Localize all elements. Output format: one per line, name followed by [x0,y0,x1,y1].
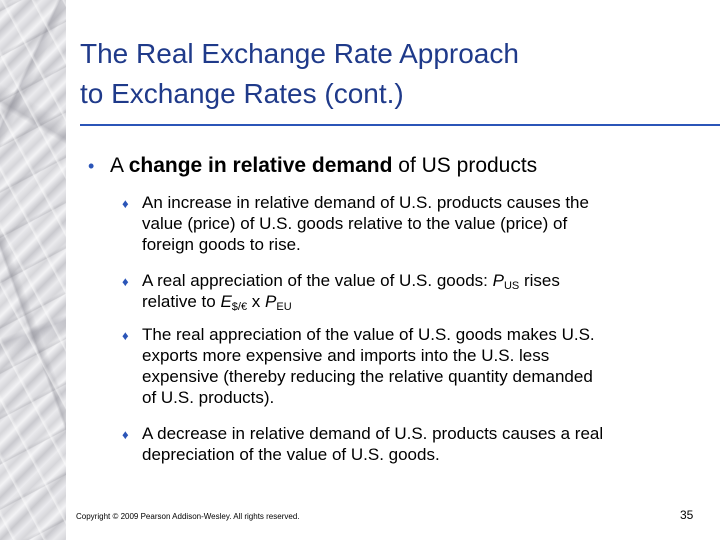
sub-bullet-3-line: expensive (thereby reducing the relative… [142,367,593,386]
title-divider [80,124,720,126]
sub-bullet-3-text: The real appreciation of the value of U.… [142,324,690,408]
sub-bullet-2-line-2: relative to E$/€ x PEU [142,291,690,313]
diamond-bullet-icon: ♦ [122,196,129,211]
sub-bullet-3-line: of U.S. products). [142,388,275,407]
main-bullet-bold: change in relative demand [128,154,393,177]
sub-bullet-1-text: An increase in relative demand of U.S. p… [142,192,690,255]
sub-bullet-2-suffix: rises [519,271,560,290]
diamond-bullet-icon: ♦ [122,427,129,442]
sub-bullet-3-line: The real appreciation of the value of U.… [142,325,595,344]
marble-texture-strip [0,0,66,540]
sub-bullet-2-prefix: A real appreciation of the value of U.S.… [142,271,493,290]
sub-bullet-1-line: An increase in relative demand of U.S. p… [142,193,589,212]
price-us-subscript: US [503,280,520,292]
exchange-rate-symbol: E [220,292,232,311]
sub-bullet-4-line: A decrease in relative demand of U.S. pr… [142,424,604,443]
title-line-1: The Real Exchange Rate Approach [80,38,519,69]
sub-bullet-1-line: value (price) of U.S. goods relative to … [142,214,568,233]
sub-bullet-4-text: A decrease in relative demand of U.S. pr… [142,423,690,465]
diamond-bullet-icon: ♦ [122,328,129,343]
sub-bullet-2-line2-prefix: relative to [142,292,221,311]
bullet-dot-icon: • [88,156,95,176]
diamond-bullet-icon: ♦ [122,274,129,289]
main-bullet-prefix: A [110,154,129,177]
sub-bullet-2-text: A real appreciation of the value of U.S.… [142,270,690,313]
price-us-symbol: P [492,271,504,290]
sub-bullet-1-line: foreign goods to rise. [142,235,301,254]
main-bullet-text: A change in relative demand of US produc… [110,153,537,179]
page-number: 35 [680,508,694,522]
slide-title: The Real Exchange Rate Approach to Excha… [80,34,700,114]
price-eu-symbol: P [265,292,277,311]
title-line-2: to Exchange Rates (cont.) [80,78,404,109]
exchange-rate-subscript: $/€ [231,301,248,313]
sub-bullet-3-line: exports more expensive and imports into … [142,346,550,365]
sub-bullet-2-line-1: A real appreciation of the value of U.S.… [142,270,690,292]
times-sign: x [247,292,266,311]
price-eu-subscript: EU [276,301,292,313]
copyright-footer: Copyright © 2009 Pearson Addison-Wesley.… [76,512,300,521]
sub-bullet-4-line: depreciation of the value of U.S. goods. [142,445,440,464]
main-bullet-suffix: of US products [392,154,538,177]
